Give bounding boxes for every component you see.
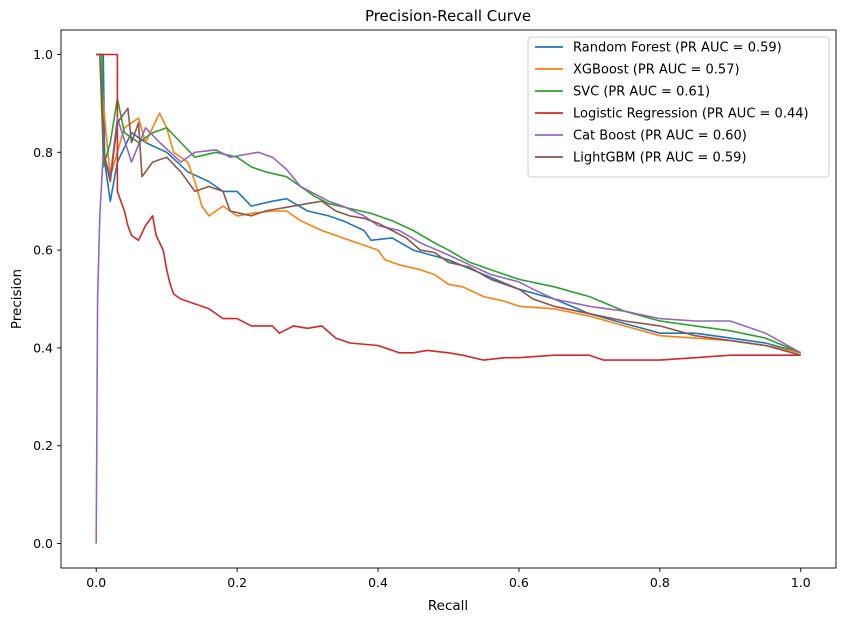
y-tick-label: 0.2 (33, 438, 53, 453)
legend-entry: Random Forest (PR AUC = 0.59) (573, 41, 782, 56)
y-tick-label: 1.0 (33, 47, 53, 62)
series-line-6 (96, 53, 802, 356)
x-axis-label: Recall (428, 598, 468, 614)
legend-box (527, 36, 830, 178)
y-tick-label: 0.0 (33, 536, 53, 551)
plot-area-frame (60, 29, 837, 569)
x-axis: 0.0 0.2 0.4 0.6 0.8 1.0 (86, 568, 811, 590)
legend-entry: Cat Boost (PR AUC = 0.60) (573, 129, 747, 144)
x-tick-label: 0.2 (227, 575, 247, 590)
legend-entry: SVC (PR AUC = 0.61) (573, 85, 710, 100)
x-tick-label: 0.4 (368, 575, 388, 590)
y-tick-label: 0.8 (33, 145, 53, 160)
legend: Random Forest (PR AUC = 0.59) XGBoost (PR… (527, 36, 830, 178)
legend-entry: XGBoost (PR AUC = 0.57) (573, 63, 740, 78)
y-axis-label: Precision (9, 269, 25, 329)
x-tick-label: 1.0 (791, 575, 811, 590)
chart-title: Precision-Recall Curve (365, 7, 531, 25)
series-line-4 (96, 53, 801, 361)
legend-entry: LightGBM (PR AUC = 0.59) (573, 151, 747, 166)
x-tick-label: 0.0 (86, 575, 106, 590)
series-line-3 (96, 53, 802, 354)
y-axis: 0.0 0.2 0.4 0.6 0.8 1.0 (33, 47, 61, 551)
legend-entry: Logistic Regression (PR AUC = 0.44) (573, 107, 809, 122)
y-tick-label: 0.4 (33, 340, 53, 355)
y-tick-label: 0.6 (33, 243, 53, 258)
series-line-2 (96, 53, 801, 354)
series-layer (95, 53, 802, 544)
series-line-1 (96, 53, 802, 354)
series-line-5 (95, 117, 802, 544)
x-tick-label: 0.6 (509, 575, 529, 590)
x-tick-label: 0.8 (650, 575, 670, 590)
